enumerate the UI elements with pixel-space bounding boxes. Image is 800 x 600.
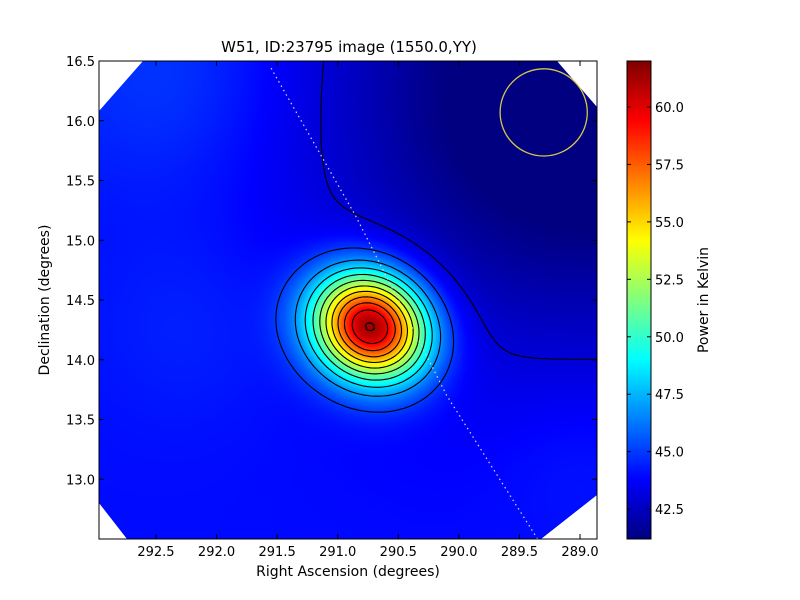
y-tick-label-3: 15.0 (66, 234, 95, 249)
colorbar-tick-label-4: 52.5 (655, 273, 684, 288)
contour-lines (275, 60, 596, 413)
colorbar-tick-label-7: 60.0 (655, 101, 684, 116)
corner-masks (99, 61, 597, 539)
heatmap-image (99, 61, 597, 539)
colorbar-tick-label-2: 47.5 (655, 388, 684, 403)
y-tick-label-4: 14.5 (66, 294, 95, 309)
contour-9 (343, 302, 396, 352)
colorbar-frame (626, 60, 652, 540)
contour-10 (351, 309, 389, 345)
colorbar-tick-label-0: 42.5 (655, 503, 684, 518)
contour-3 (304, 267, 433, 388)
contour-8 (337, 296, 403, 358)
y-axis: 16.5 16.0 15.5 15.0 14.5 14.0 13.5 13.0 (66, 55, 597, 488)
contour-1 (275, 247, 455, 413)
x-tick-label-2: 291.5 (259, 545, 296, 560)
x-tick-label-5: 290.0 (440, 545, 477, 560)
y-axis-label: Declination (degrees) (37, 225, 53, 376)
plot-area (98, 60, 598, 540)
chart-title: W51, ID:23795 image (1550.0,YY) (221, 38, 477, 56)
contour-5 (319, 279, 420, 375)
beam-circle (499, 68, 588, 157)
y-tick-label-6: 13.5 (66, 414, 95, 429)
colorbar-tick-label-5: 55.0 (655, 216, 684, 231)
x-tick-label-6: 289.5 (501, 545, 538, 560)
contour-0 (320, 60, 596, 360)
x-tick-label-3: 291.0 (319, 545, 356, 560)
x-tick-label-4: 290.5 (380, 545, 417, 560)
colorbar-tick-label-3: 50.0 (655, 331, 684, 346)
x-tick-label-7: 289.0 (561, 545, 598, 560)
colorbar-gradient (627, 61, 651, 539)
x-axis: 292.5 292.0 291.5 291.0 290.5 290.0 289.5 289.0 (137, 61, 599, 560)
corner-mask-2 (99, 503, 127, 539)
y-tick-label-2: 15.5 (66, 175, 95, 190)
colorbar-label: Power in Kelvin (696, 247, 712, 353)
y-tick-label-0: 16.5 (66, 55, 95, 70)
colorbar: 42.5 45.0 47.5 50.0 52.5 55.0 57.5 60.0 Power i… (626, 60, 712, 540)
y-tick-label-5: 14.0 (66, 354, 95, 369)
contour-11 (365, 322, 375, 332)
y-tick-label-7: 13.0 (66, 473, 95, 488)
galactic-plane-line (270, 67, 539, 540)
contour-7 (331, 290, 408, 364)
colorbar-axis: 42.5 45.0 47.5 50.0 52.5 55.0 57.5 60.0 (627, 101, 684, 518)
overlays (270, 67, 588, 540)
x-tick-label-0: 292.5 (137, 545, 174, 560)
corner-mask-3 (541, 495, 597, 539)
corner-mask-0 (99, 61, 143, 111)
x-tick-label-1: 292.0 (198, 545, 235, 560)
contour-4 (312, 273, 426, 381)
contour-6 (325, 285, 414, 369)
y-tick-label-1: 16.0 (66, 115, 95, 130)
colorbar-tick-label-6: 57.5 (655, 158, 684, 173)
colorbar-tick-label-1: 45.0 (655, 446, 684, 461)
x-axis-label: Right Ascension (degrees) (256, 564, 440, 580)
contour-2 (294, 259, 442, 397)
